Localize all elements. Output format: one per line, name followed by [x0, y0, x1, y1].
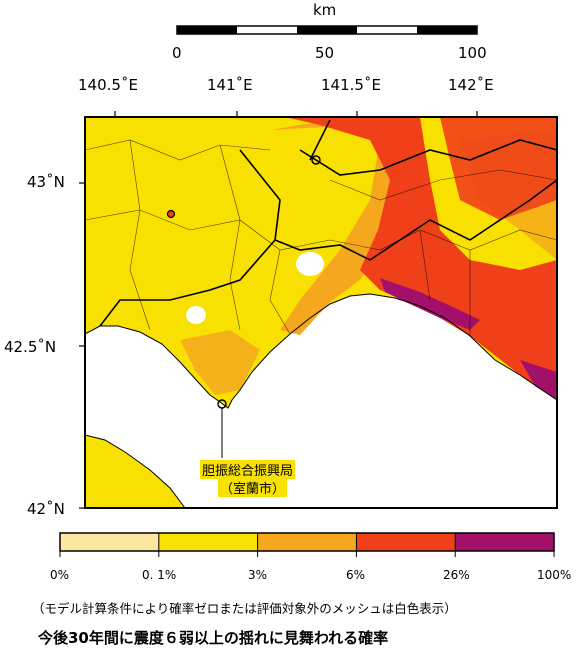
legend-swatch-3	[356, 533, 456, 551]
city-marker	[311, 155, 321, 165]
lat-label-42: 42˚N	[27, 500, 65, 518]
legend-swatch-0	[60, 533, 159, 551]
place-name: 胆振総合振興局	[200, 460, 296, 479]
place-city: （室蘭市）	[218, 478, 288, 497]
scale-tick-50: 50	[315, 44, 335, 62]
legend-swatch-2	[257, 533, 357, 551]
lon-label-141: 141˚E	[207, 76, 253, 94]
legend-swatch-4	[455, 533, 554, 551]
scale-tick-0: 0	[172, 44, 182, 62]
legend-label-2: 3%	[248, 568, 268, 582]
legend-label-5: 100%	[537, 568, 572, 582]
scale-tick-100: 100	[458, 44, 487, 62]
caption: 今後30年間に震度６弱以上の揺れに見舞われる確率	[38, 629, 389, 647]
legend-label-0: 0%	[50, 568, 70, 582]
note-text: （モデル計算条件により確率ゼロまたは評価対象外のメッシュは白色表示）	[32, 601, 457, 616]
scale-unit: km	[313, 1, 337, 19]
lon-label-141-5: 141.5˚E	[321, 76, 381, 94]
legend-label-3: 6%	[346, 568, 366, 582]
legend-label-1: 0. 1%	[142, 568, 177, 582]
legend-label-4: 26%	[443, 568, 470, 582]
lon-label-142: 142˚E	[448, 76, 494, 94]
lat-label-42-5: 42.5˚N	[4, 338, 57, 356]
city-marker	[166, 209, 176, 219]
lon-label-140-5: 140.5˚E	[78, 76, 138, 94]
legend-swatch-1	[158, 533, 258, 551]
lat-label-43: 43˚N	[27, 173, 65, 191]
